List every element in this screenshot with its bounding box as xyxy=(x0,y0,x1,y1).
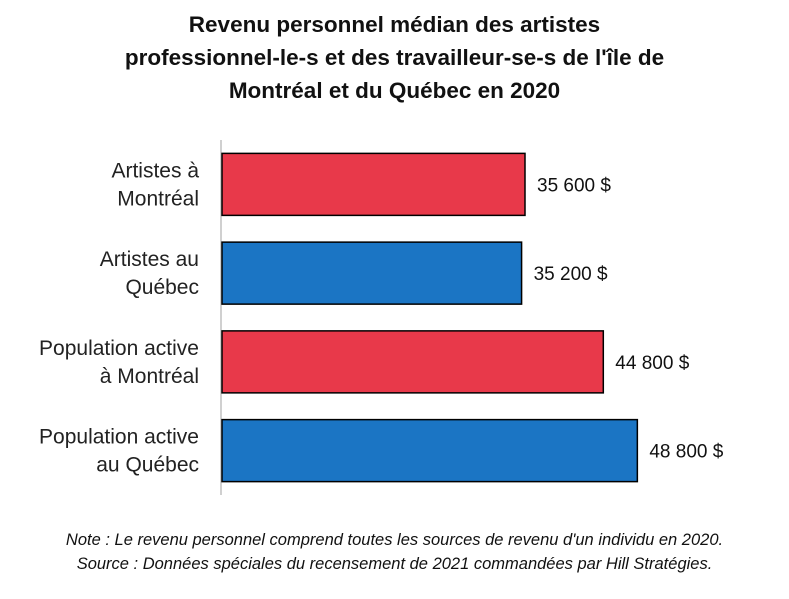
source-text: Source : Données spéciales du recensemen… xyxy=(76,555,713,573)
note-text: Note : Le revenu personnel comprend tout… xyxy=(65,531,724,549)
value-label-4: 48 800 $ xyxy=(649,442,723,463)
value-label-3: 44 800 $ xyxy=(615,353,689,374)
value-label-1: 35 600 $ xyxy=(537,175,611,196)
category-label-4: Population active au Québec xyxy=(39,426,199,477)
bar-3 xyxy=(221,330,605,394)
chart-title: Revenu personnel médian des artistes pro… xyxy=(0,8,789,107)
chart-title-line-1: Revenu personnel médian des artistes xyxy=(188,12,601,37)
chart-title-line-2: professionnel-le-s et des travailleur-se… xyxy=(124,45,665,70)
bar-4 xyxy=(221,418,639,483)
category-label-3: Population active à Montréal xyxy=(39,337,199,388)
bar-1 xyxy=(221,152,526,217)
bar-2 xyxy=(221,241,523,305)
category-label-1: Artistes à Montréal xyxy=(111,159,199,210)
value-label-2: 35 200 $ xyxy=(534,264,608,285)
chart-title-line-3: Montréal et du Québec en 2020 xyxy=(228,78,561,103)
chart-notes: Note : Le revenu personnel comprend tout… xyxy=(0,528,789,576)
category-label-2: Artistes au Québec xyxy=(100,248,199,299)
